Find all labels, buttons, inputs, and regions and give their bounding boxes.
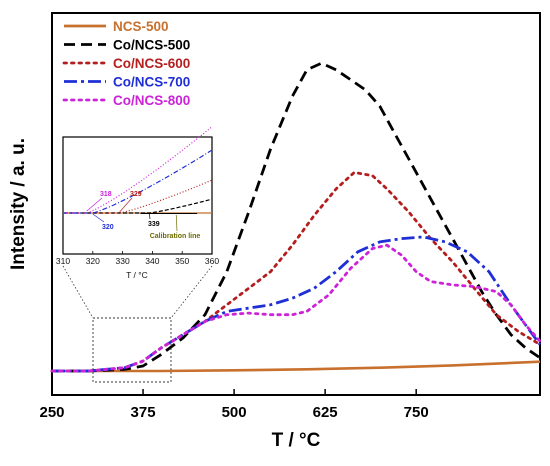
zoom-connector-left bbox=[62, 265, 94, 319]
x-axis-ticks: 250 375 500 625 750 bbox=[39, 389, 429, 421]
inset-x-ticks: 310 320 330 340 350 360 bbox=[56, 251, 219, 266]
x-tick-label: 500 bbox=[222, 404, 247, 421]
inset-annotation-label: 318 bbox=[100, 191, 112, 198]
inset-lines bbox=[63, 126, 213, 215]
x-tick-label: 625 bbox=[313, 404, 338, 421]
inset-annotations: 318 329 320 339 Calibration line bbox=[86, 191, 201, 240]
plot-frame bbox=[51, 12, 541, 396]
inset-annotation-label: 329 bbox=[130, 191, 142, 198]
inset-x-axis-title: T / °C bbox=[126, 270, 148, 280]
inset-annotation-label: 320 bbox=[102, 224, 114, 231]
legend-label: Co/NCS-700 bbox=[113, 75, 190, 90]
legend-label: NCS-500 bbox=[113, 19, 169, 34]
inset-annotation-pointer bbox=[149, 213, 151, 220]
series-line-ncs-500 bbox=[52, 360, 541, 373]
x-tick-label: 375 bbox=[131, 404, 156, 421]
inset-annotation-pointer bbox=[175, 214, 178, 232]
legend: NCS-500 Co/NCS-500 Co/NCS-600 Co/NCS-700 Co/… bbox=[62, 19, 190, 108]
inset-tick-label: 350 bbox=[175, 256, 189, 266]
inset-annotation-pointer bbox=[119, 197, 133, 213]
zoom-region-box bbox=[92, 317, 172, 383]
x-tick-label: 750 bbox=[404, 404, 429, 421]
inset-frame bbox=[62, 136, 213, 255]
zoom-connector-right bbox=[170, 265, 213, 319]
inset-annotation-pointer bbox=[92, 213, 105, 223]
legend-label: Co/NCS-600 bbox=[113, 56, 190, 71]
inset-tick-label: 310 bbox=[56, 256, 70, 266]
legend-label: Co/NCS-500 bbox=[113, 38, 190, 53]
inset-annotation-label: Calibration line bbox=[150, 233, 201, 240]
inset-line bbox=[63, 126, 213, 214]
inset-tick-label: 340 bbox=[145, 256, 159, 266]
inset-annotation-label: 339 bbox=[148, 221, 160, 228]
inset-annotation-pointer bbox=[86, 197, 103, 212]
zoom-inset: 310 320 330 340 350 360 T / °C 318 329 320 339 Ca… bbox=[56, 126, 219, 280]
series-line-co-ncs-500 bbox=[52, 61, 541, 373]
x-axis-title: T / °C bbox=[272, 430, 321, 451]
y-axis-title: Intensity / a. u. bbox=[8, 138, 29, 270]
series-line-co-ncs-800 bbox=[50, 243, 542, 373]
legend-label: Co/NCS-800 bbox=[113, 93, 190, 108]
x-tick-label: 250 bbox=[39, 404, 64, 421]
inset-tick-label: 360 bbox=[205, 256, 219, 266]
inset-tick-label: 320 bbox=[86, 256, 100, 266]
inset-tick-label: 330 bbox=[116, 256, 130, 266]
series-lines bbox=[50, 61, 542, 373]
